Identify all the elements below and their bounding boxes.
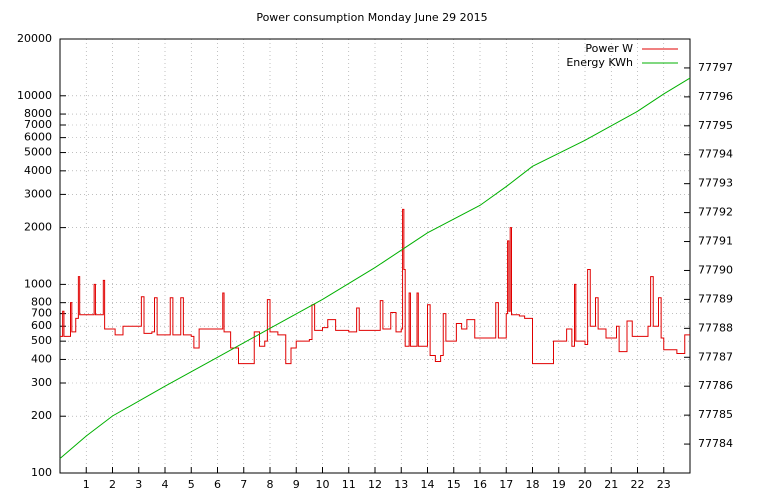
x-tick-label: 16 [473, 478, 487, 491]
y-tick-label: 100 [31, 466, 52, 479]
y-tick-label: 20000 [17, 32, 52, 45]
y-tick-label: 200 [31, 409, 52, 422]
y2-tick-label: 77789 [698, 292, 733, 305]
x-tick-label: 5 [188, 478, 195, 491]
y-tick-label: 400 [31, 352, 52, 365]
y2-tick-label: 77792 [698, 206, 733, 219]
y2-tick-label: 77785 [698, 408, 733, 421]
y-tick-label: 7000 [24, 118, 52, 131]
x-tick-label: 4 [162, 478, 169, 491]
y-tick-label: 10000 [17, 89, 52, 102]
y2-tick-label: 77784 [698, 437, 733, 450]
y2-tick-label: 77788 [698, 321, 733, 334]
y-tick-label: 300 [31, 376, 52, 389]
y2-tick-label: 77795 [698, 119, 733, 132]
y-tick-label: 3000 [24, 187, 52, 200]
x-tick-label: 9 [293, 478, 300, 491]
y2-tick-label: 77787 [698, 350, 733, 363]
y-tick-label: 800 [31, 296, 52, 309]
y-tick-label: 600 [31, 319, 52, 332]
x-tick-label: 21 [604, 478, 618, 491]
y-tick-label: 1000 [24, 277, 52, 290]
y-tick-label: 500 [31, 334, 52, 347]
x-tick-label: 6 [214, 478, 221, 491]
x-tick-label: 23 [657, 478, 671, 491]
y-tick-label: 4000 [24, 164, 52, 177]
x-tick-label: 18 [526, 478, 540, 491]
y-tick-label: 700 [31, 307, 52, 320]
y-tick-label: 2000 [24, 221, 52, 234]
chart-title: Power consumption Monday June 29 2015 [256, 11, 487, 24]
x-tick-label: 19 [552, 478, 566, 491]
series-line [59, 77, 691, 459]
y2-tick-label: 77790 [698, 263, 733, 276]
x-tick-label: 10 [316, 478, 330, 491]
y-tick-label: 8000 [24, 107, 52, 120]
series-line [60, 208, 690, 365]
plot-frame [59, 38, 691, 474]
legend-label: Energy KWh [566, 56, 633, 69]
x-tick-label: 3 [135, 478, 142, 491]
x-tick-label: 11 [342, 478, 356, 491]
y2-tick-label: 77794 [698, 148, 733, 161]
x-tick-label: 15 [447, 478, 461, 491]
y2-tick-label: 77791 [698, 235, 733, 248]
x-tick-label: 8 [267, 478, 274, 491]
y-tick-label: 5000 [24, 146, 52, 159]
y-tick-label: 6000 [24, 131, 52, 144]
x-tick-label: 20 [578, 478, 592, 491]
x-tick-label: 13 [394, 478, 408, 491]
y2-tick-label: 77796 [698, 90, 733, 103]
x-tick-label: 12 [368, 478, 382, 491]
x-tick-label: 7 [240, 478, 247, 491]
x-tick-label: 2 [109, 478, 116, 491]
x-tick-label: 1 [83, 478, 90, 491]
y2-tick-label: 77793 [698, 177, 733, 190]
x-tick-label: 17 [499, 478, 513, 491]
y2-tick-label: 77786 [698, 379, 733, 392]
x-tick-label: 22 [631, 478, 645, 491]
legend-label: Power W [585, 42, 633, 55]
y2-tick-label: 77797 [698, 61, 733, 74]
x-tick-label: 14 [421, 478, 435, 491]
